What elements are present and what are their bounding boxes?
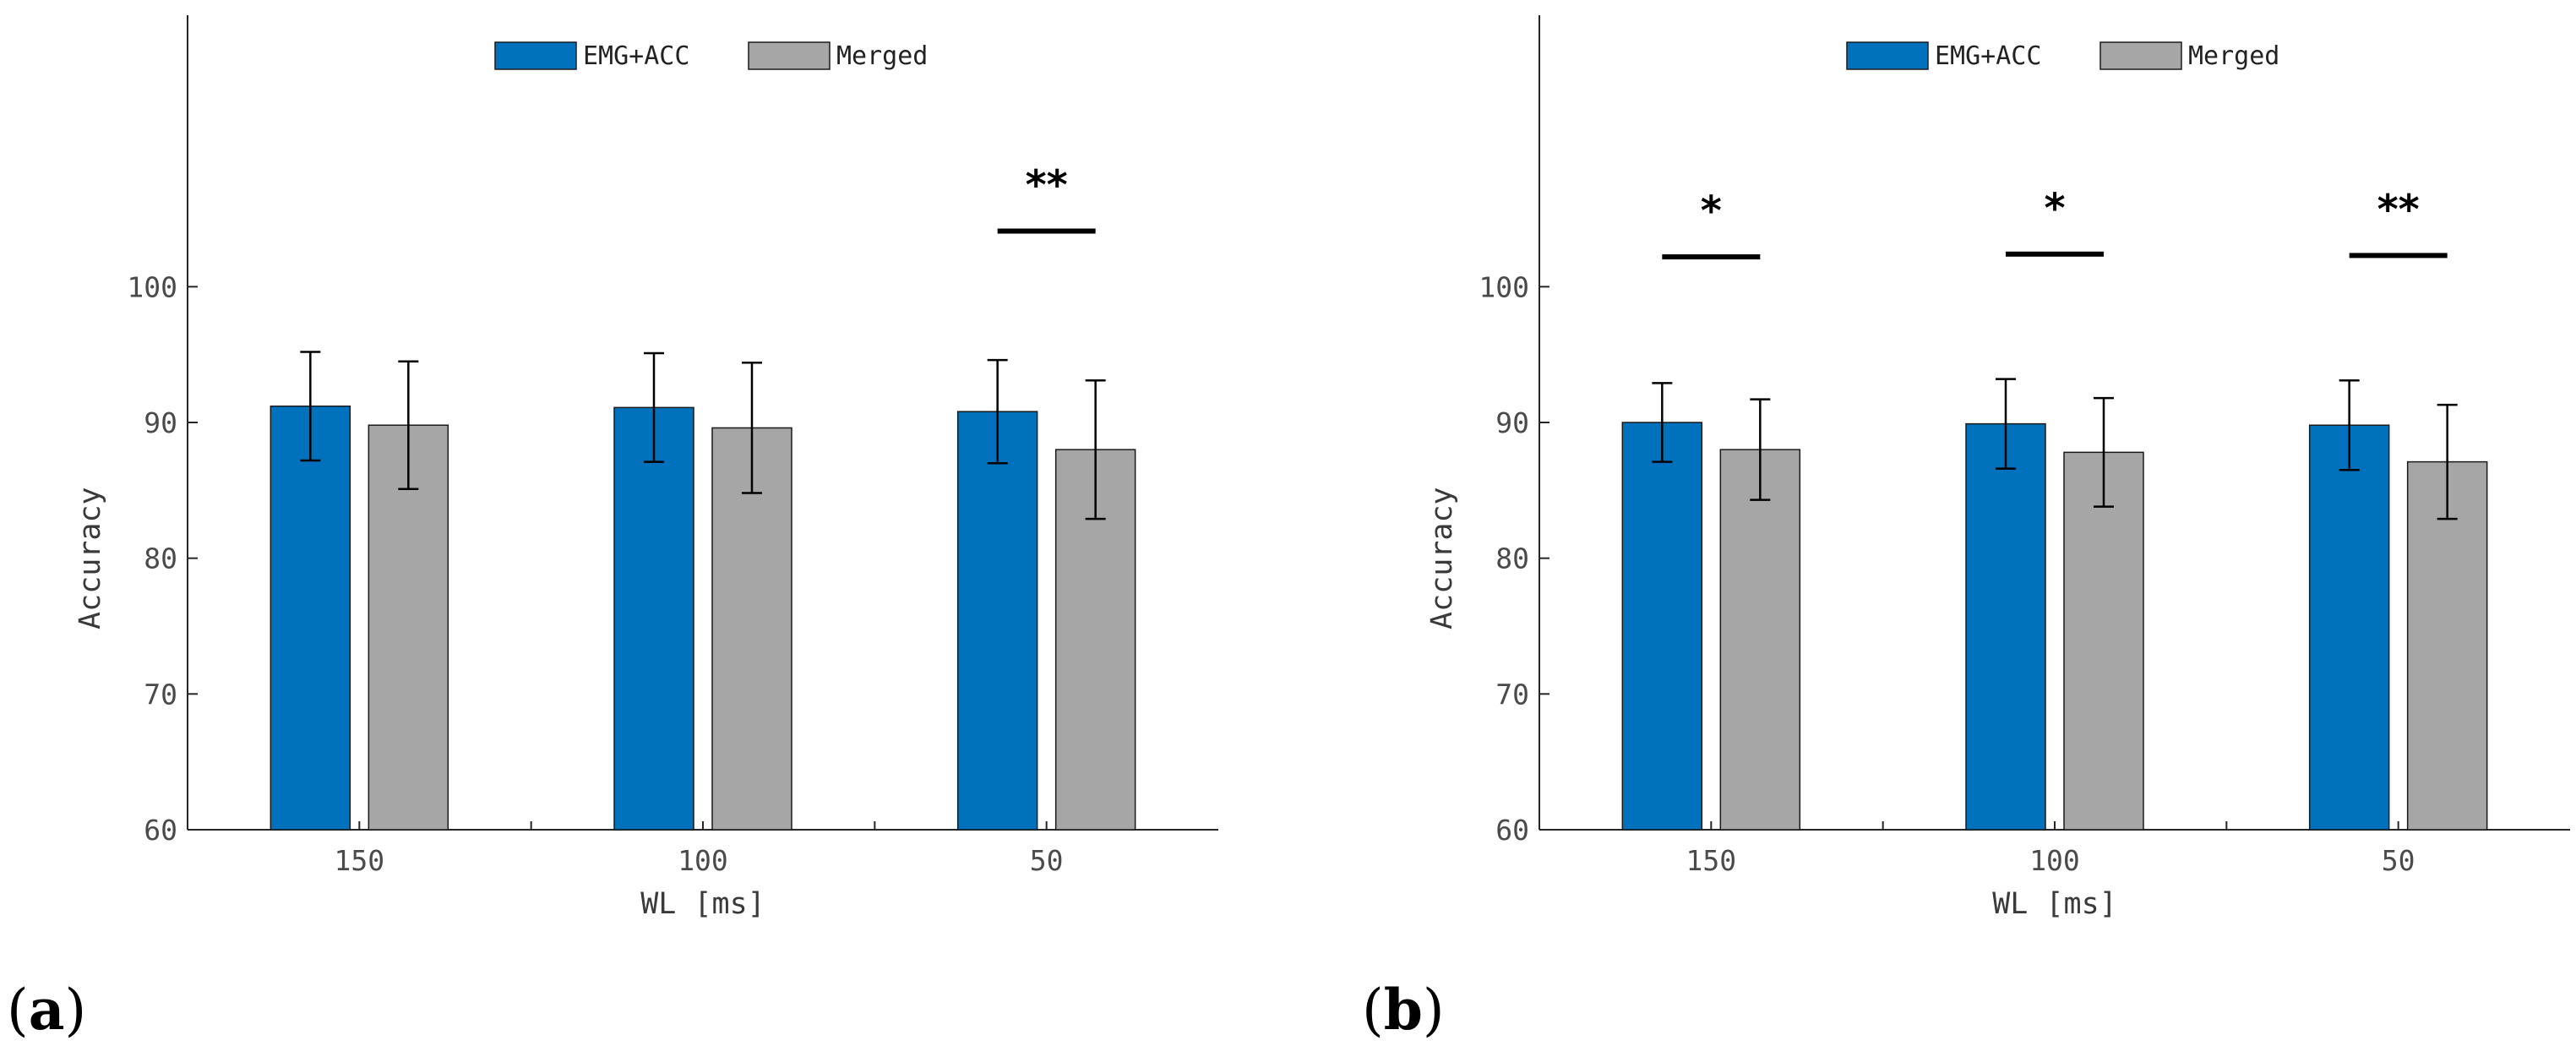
y-tick-label: 60 xyxy=(1495,814,1529,847)
y-tick-label: 90 xyxy=(144,406,177,439)
bar-merged xyxy=(368,424,449,831)
x-tick-label: 100 xyxy=(2029,844,2080,877)
y-tick-label: 80 xyxy=(1495,542,1529,575)
significance-marker: * xyxy=(1701,188,1722,235)
y-tick-label: 90 xyxy=(1495,406,1529,439)
legend-label: Merged xyxy=(2188,41,2279,71)
significance-marker: * xyxy=(2044,185,2065,232)
bar-emg-acc xyxy=(2308,424,2390,831)
legend-label: Merged xyxy=(836,41,928,71)
bar-merged xyxy=(2406,460,2488,831)
panel-a: 60 70 80 90 100 150 100 50 ** WL [ms] Accuracy EMG+… xyxy=(7,15,1218,1043)
significance-marker: ** xyxy=(2377,186,2420,233)
bar-merged xyxy=(1719,449,1801,831)
x-axis-title: WL [ms] xyxy=(1992,887,2117,921)
significance-marker: ** xyxy=(1026,161,1068,209)
bar-merged xyxy=(2063,451,2144,831)
bar-merged xyxy=(711,427,792,831)
legend-swatch xyxy=(494,41,577,70)
x-tick-label: 150 xyxy=(1686,844,1737,877)
panel-letter: (a) xyxy=(7,977,86,1043)
y-tick-label: 100 xyxy=(1479,270,1529,303)
panel-letter: (b) xyxy=(1362,977,1445,1043)
y-tick-label: 70 xyxy=(144,678,177,711)
x-axis-title: WL [ms] xyxy=(640,887,765,921)
y-tick-label: 70 xyxy=(1495,678,1529,711)
bar-emg-acc xyxy=(1621,422,1703,831)
y-tick-label: 100 xyxy=(127,270,177,303)
bar-emg-acc xyxy=(956,411,1038,831)
legend-swatch xyxy=(1846,41,1929,70)
x-tick-label: 150 xyxy=(335,844,385,877)
y-axis-title: Accuracy xyxy=(74,487,107,629)
bar-merged xyxy=(1054,449,1136,831)
bar-emg-acc xyxy=(1965,422,2046,831)
bar-emg-acc xyxy=(270,405,351,831)
legend-swatch xyxy=(2099,41,2182,70)
x-tick-label: 100 xyxy=(678,844,728,877)
x-tick-label: 50 xyxy=(1030,844,1064,877)
x-tick-label: 50 xyxy=(2382,844,2415,877)
y-tick-label: 80 xyxy=(144,542,177,575)
legend-swatch xyxy=(748,41,831,70)
legend-label: EMG+ACC xyxy=(1935,41,2041,71)
bar-emg-acc xyxy=(613,406,694,831)
y-tick-label: 60 xyxy=(144,814,177,847)
y-axis-title: Accuracy xyxy=(1425,487,1459,629)
legend-label: EMG+ACC xyxy=(583,41,689,71)
